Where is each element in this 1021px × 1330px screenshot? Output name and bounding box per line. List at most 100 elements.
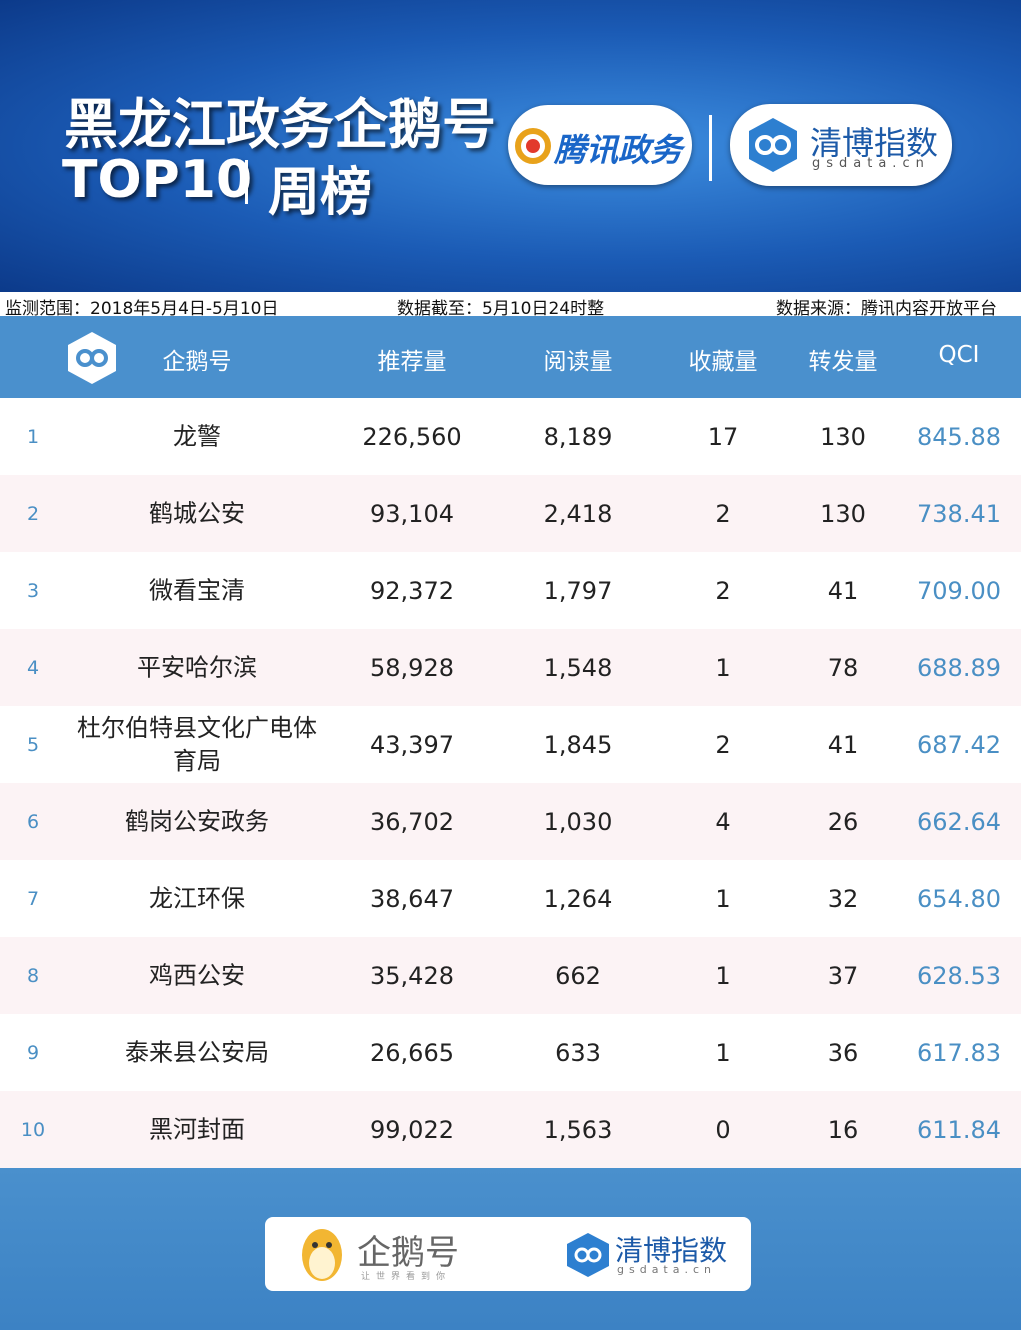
logo-text: 腾讯政务 <box>554 131 683 169</box>
rank: 3 <box>26 579 40 602</box>
cell-value: 845.88 <box>917 422 1001 451</box>
cell-value: 17 <box>707 422 739 451</box>
cell-value: 1 <box>715 884 731 913</box>
info-source: 数据来源：腾讯内容开放平台 <box>776 299 997 319</box>
rank: 4 <box>26 656 40 679</box>
footer-icon <box>567 1233 609 1277</box>
info-range: 监测范围：2018年5月4日-5月10日 <box>5 299 279 319</box>
table-row: 10 黑河封面 99,022 1,563 0 16 611.84 <box>0 1091 1021 1168</box>
column-header: 转发量 <box>808 349 878 375</box>
cell-value: 36 <box>827 1038 859 1067</box>
account-name: 鹤城公安 <box>149 499 245 527</box>
cell-value: 611.84 <box>917 1115 1001 1144</box>
cell-value: 38,647 <box>370 884 454 913</box>
rank: 6 <box>26 810 40 833</box>
column-header: 企鹅号 <box>162 349 232 375</box>
cell-value: 2 <box>715 499 731 528</box>
account-name: 杜尔伯特县文化广电体育局 <box>77 713 317 775</box>
cell-value: 99,022 <box>370 1115 454 1144</box>
cell-value: 43,397 <box>370 730 454 759</box>
logo-text: 清博指数 <box>810 124 939 162</box>
cell-value: 2,418 <box>543 499 613 528</box>
table-header: 企鹅号 推荐量 阅读量 收藏量 转发量 QCI <box>0 316 1021 398</box>
footer-logo-text: 清博指数 <box>615 1234 728 1267</box>
footer-domain: gsdata.cn <box>617 1263 717 1276</box>
cell-value: 2 <box>715 576 731 605</box>
cell-value: 8,189 <box>543 422 613 451</box>
table-row: 9 泰来县公安局 26,665 633 1 36 617.83 <box>0 1014 1021 1091</box>
cell-value: 709.00 <box>917 576 1001 605</box>
cell-value: 41 <box>827 576 859 605</box>
account-name: 鸡西公安 <box>149 961 245 989</box>
cell-value: 32 <box>827 884 859 913</box>
cell-value: 37 <box>827 961 859 990</box>
banner: 黑龙江政务企鹅号 TOP10 周榜 腾讯政务 清博指数 gsdata.cn <box>0 0 1021 292</box>
table-row: 7 龙江环保 38,647 1,264 1 32 654.80 <box>0 860 1021 937</box>
account-name: 鹤岗公安政务 <box>125 807 269 835</box>
rank: 7 <box>26 887 40 910</box>
account-name: 龙警 <box>173 422 221 450</box>
rank: 8 <box>26 964 40 987</box>
table-row: 6 鹤岗公安政务 36,702 1,030 4 26 662.64 <box>0 783 1021 860</box>
column-header: 推荐量 <box>377 349 447 375</box>
info-bar: 监测范围：2018年5月4日-5月10日 数据截至：5月10日24时整 数据来源… <box>0 292 1021 319</box>
cell-value: 633 <box>555 1038 601 1067</box>
rank: 9 <box>26 1041 40 1064</box>
column-header: QCI <box>938 342 980 368</box>
account-name: 泰来县公安局 <box>125 1038 269 1066</box>
info-cutoff: 数据截至：5月10日24时整 <box>397 299 605 319</box>
cell-value: 1,030 <box>543 807 613 836</box>
footer-box: 企鹅号 让世界看到你 清博指数 gsdata.cn <box>265 1217 751 1291</box>
subtitle: TOP10 <box>62 150 253 210</box>
rank: 2 <box>26 502 40 525</box>
cell-value: 688.89 <box>917 653 1001 682</box>
cell-value: 1,563 <box>543 1115 613 1144</box>
table-row: 1 龙警 226,560 8,189 17 130 845.88 <box>0 398 1021 475</box>
table-row: 5 杜尔伯特县文化广电体育局 43,397 1,845 2 41 687.42 <box>0 706 1021 783</box>
account-name: 微看宝清 <box>149 576 245 604</box>
footer-slogan: 让世界看到你 <box>361 1272 452 1282</box>
rank: 10 <box>20 1118 46 1141</box>
cell-value: 1,548 <box>543 653 613 682</box>
cell-value: 662 <box>555 961 601 990</box>
rank: 5 <box>26 733 40 756</box>
cell-value: 93,104 <box>370 499 454 528</box>
footer-logo-text: 企鹅号 <box>357 1233 459 1273</box>
cell-value: 78 <box>827 653 859 682</box>
cell-value: 130 <box>820 499 866 528</box>
cell-value: 738.41 <box>917 499 1001 528</box>
cell-value: 41 <box>827 730 859 759</box>
cell-value: 130 <box>820 422 866 451</box>
divider <box>245 160 248 204</box>
column-header: 收藏量 <box>688 349 758 375</box>
cell-value: 2 <box>715 730 731 759</box>
cell-value: 654.80 <box>917 884 1001 913</box>
divider <box>709 115 712 181</box>
account-name: 龙江环保 <box>149 884 245 912</box>
table-row: 8 鸡西公安 35,428 662 1 37 628.53 <box>0 937 1021 1014</box>
cell-value: 16 <box>827 1115 859 1144</box>
title: 黑龙江政务企鹅号 <box>64 93 496 156</box>
table-row: 3 微看宝清 92,372 1,797 2 41 709.00 <box>0 552 1021 629</box>
cell-value: 628.53 <box>917 961 1001 990</box>
cell-value: 617.83 <box>917 1038 1001 1067</box>
cell-value: 4 <box>715 807 731 836</box>
cell-value: 58,928 <box>370 653 454 682</box>
cell-value: 1,845 <box>543 730 613 759</box>
table-row: 4 平安哈尔滨 58,928 1,548 1 78 688.89 <box>0 629 1021 706</box>
cell-value: 0 <box>715 1115 731 1144</box>
header-icon <box>68 332 116 384</box>
cell-value: 1 <box>715 653 731 682</box>
cell-value: 36,702 <box>370 807 454 836</box>
rank: 1 <box>26 425 40 448</box>
footer: 企鹅号 让世界看到你 清博指数 gsdata.cn <box>0 1167 1021 1330</box>
table-row: 2 鹤城公安 93,104 2,418 2 130 738.41 <box>0 475 1021 552</box>
cell-value: 92,372 <box>370 576 454 605</box>
account-name: 黑河封面 <box>149 1115 245 1143</box>
penguin-icon <box>302 1229 342 1281</box>
cell-value: 687.42 <box>917 730 1001 759</box>
cell-value: 1,797 <box>543 576 613 605</box>
cell-value: 35,428 <box>370 961 454 990</box>
cell-value: 1 <box>715 1038 731 1067</box>
